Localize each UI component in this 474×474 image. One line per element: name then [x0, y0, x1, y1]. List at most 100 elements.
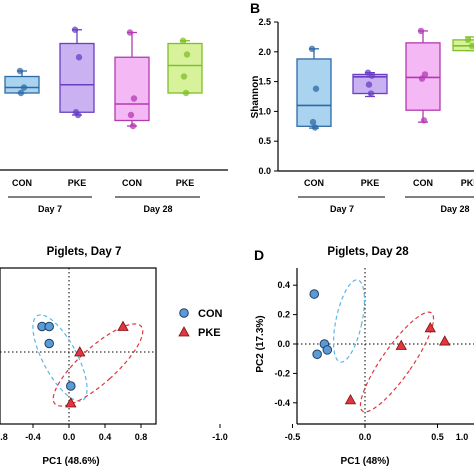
x-tick-label: .8	[0, 432, 8, 442]
data-point	[365, 81, 373, 88]
con-confidence-ellipse	[332, 279, 366, 363]
y-tick-label: 0.4	[277, 280, 290, 290]
data-point	[74, 111, 82, 119]
day-bracket-label: Day 28	[143, 204, 172, 214]
panel-b-y-label: Shannon	[250, 76, 261, 119]
panel-c-x-label: PC1 (48.6%)	[42, 456, 99, 467]
y-tick-label: 2.0	[258, 47, 271, 57]
x-tick-label: 0.8	[135, 432, 148, 442]
data-point	[16, 67, 24, 75]
y-tick-label: 1.0	[258, 106, 271, 116]
con-point	[66, 381, 76, 391]
day-bracket-label: Day 7	[38, 204, 62, 214]
y-tick-label: 0.0	[277, 339, 290, 349]
x-tick-label: 1.0	[456, 432, 469, 442]
data-point	[130, 95, 138, 102]
x-tick-label: 0.4	[99, 432, 112, 442]
panel-a: CON PKE CON PKE Day 7 Day 28	[0, 26, 228, 214]
box-iqr	[114, 56, 150, 122]
legend-label-con: CON	[198, 308, 223, 320]
box-group-2	[405, 27, 441, 124]
data-point	[311, 124, 319, 131]
x-tick-label: 0.0	[63, 432, 76, 442]
data-point	[126, 29, 134, 36]
box-group-1	[59, 26, 95, 119]
data-point	[420, 117, 428, 124]
data-point	[367, 90, 375, 97]
data-point	[418, 75, 426, 82]
box-group-3	[167, 37, 203, 97]
day-bracket-label: Day 7	[330, 204, 354, 214]
pke-confidence-ellipse	[359, 311, 435, 413]
data-point	[17, 89, 25, 97]
box-iqr	[59, 42, 95, 113]
day-bracket-label: Day 28	[440, 204, 469, 214]
category-tick-label: PKE	[176, 178, 195, 188]
panel-c: Piglets, Day 7 PC1 (48.6%) .8 -0.4 0.0 0.4 0…	[0, 246, 223, 467]
box-iqr	[296, 58, 332, 127]
x-tick-label: -0.4	[25, 432, 41, 442]
pke-point	[117, 320, 129, 331]
x-tick-label: 0.0	[359, 432, 372, 442]
con-point	[322, 345, 333, 355]
box-group-1	[352, 69, 388, 98]
pke-point	[74, 346, 86, 357]
data-point	[468, 42, 474, 50]
panel-d-title: Piglets, Day 28	[327, 246, 409, 258]
y-tick-label: 0.5	[258, 136, 271, 146]
box-iqr	[167, 42, 203, 94]
x-tick-label: -0.5	[285, 432, 301, 442]
category-tick-label: CON	[304, 178, 324, 188]
category-tick-label: PKE	[68, 178, 87, 188]
panel-b: B Shannon 0.0 0.5 1.0 1.5 2.0 2.5 CON PKE CON PKE…	[250, 0, 474, 214]
data-point	[464, 36, 472, 44]
con-point	[179, 308, 189, 318]
data-point	[71, 26, 79, 33]
pke-point	[178, 326, 190, 337]
data-point	[309, 118, 317, 126]
pke-point	[439, 335, 451, 346]
box-group-0	[296, 45, 332, 131]
pke-point	[424, 322, 436, 333]
y-tick-label: 1.5	[258, 77, 271, 87]
category-tick-label: CON	[12, 178, 32, 188]
y-tick-label: 0.0	[258, 166, 271, 176]
data-point	[182, 89, 190, 97]
category-tick-label: PKE	[461, 178, 474, 188]
y-tick-label: 0.2	[277, 310, 290, 320]
data-point	[179, 37, 187, 44]
category-tick-label: CON	[122, 178, 142, 188]
data-point	[183, 51, 191, 58]
box-group-3	[452, 36, 474, 52]
box-group-2	[114, 29, 150, 130]
pke-point	[65, 397, 77, 408]
data-point	[312, 85, 320, 92]
panel-d-x-label: PC1 (48%)	[341, 456, 390, 467]
data-point	[180, 73, 188, 80]
con-point	[312, 349, 322, 360]
con-point	[44, 321, 55, 332]
panel-c-frame	[0, 267, 157, 425]
x-tick-label: 0.5	[431, 432, 444, 442]
data-point	[368, 72, 376, 79]
y-tick-label: -0.4	[274, 398, 290, 408]
box-group-0	[4, 67, 40, 97]
con-confidence-ellipse	[32, 314, 88, 402]
data-point	[127, 111, 135, 119]
y-tick-label: 2.5	[258, 17, 271, 27]
pke-point	[344, 394, 357, 405]
data-point	[20, 84, 28, 91]
panel-d-letter: D	[254, 247, 264, 263]
pke-confidence-ellipse	[52, 323, 144, 407]
y-tick-label: -0.2	[274, 368, 290, 378]
legend-label-pke: PKE	[198, 327, 221, 339]
pke-point	[395, 339, 407, 350]
panel-d-y-label: PC2 (17.3%)	[255, 315, 266, 372]
category-tick-label: CON	[413, 178, 433, 188]
data-point	[75, 54, 83, 61]
con-point	[309, 289, 320, 299]
data-point	[308, 45, 316, 53]
panel-b-letter: B	[250, 0, 260, 16]
panel-c-title: Piglets, Day 7	[47, 246, 122, 258]
